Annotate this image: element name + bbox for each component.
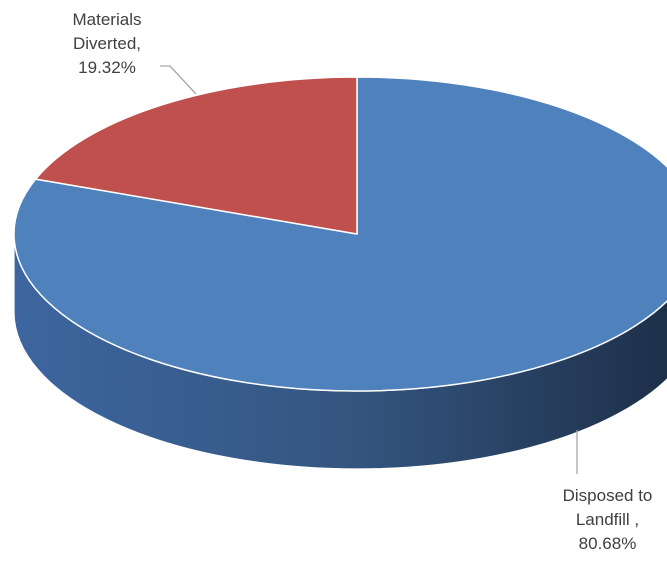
slice-label-disposed-to-landfill: Disposed to Landfill , 80.68%	[548, 484, 667, 556]
slice-label-line: Diverted,	[72, 34, 142, 53]
slice-label-line: Disposed to	[562, 486, 653, 505]
slice-label-line: Landfill ,	[575, 510, 640, 529]
pie-slice-materials-diverted	[34, 76, 358, 235]
slice-label-line: 19.32%	[78, 58, 136, 77]
slice-label-materials-diverted: Materials Diverted, 19.32%	[52, 8, 162, 80]
pie-slice-disposed-to-landfill	[13, 76, 667, 392]
slice-label-line: Materials	[72, 10, 142, 29]
leader-line-materials-diverted	[160, 65, 197, 95]
slice-label-line: 80.68%	[578, 534, 637, 553]
